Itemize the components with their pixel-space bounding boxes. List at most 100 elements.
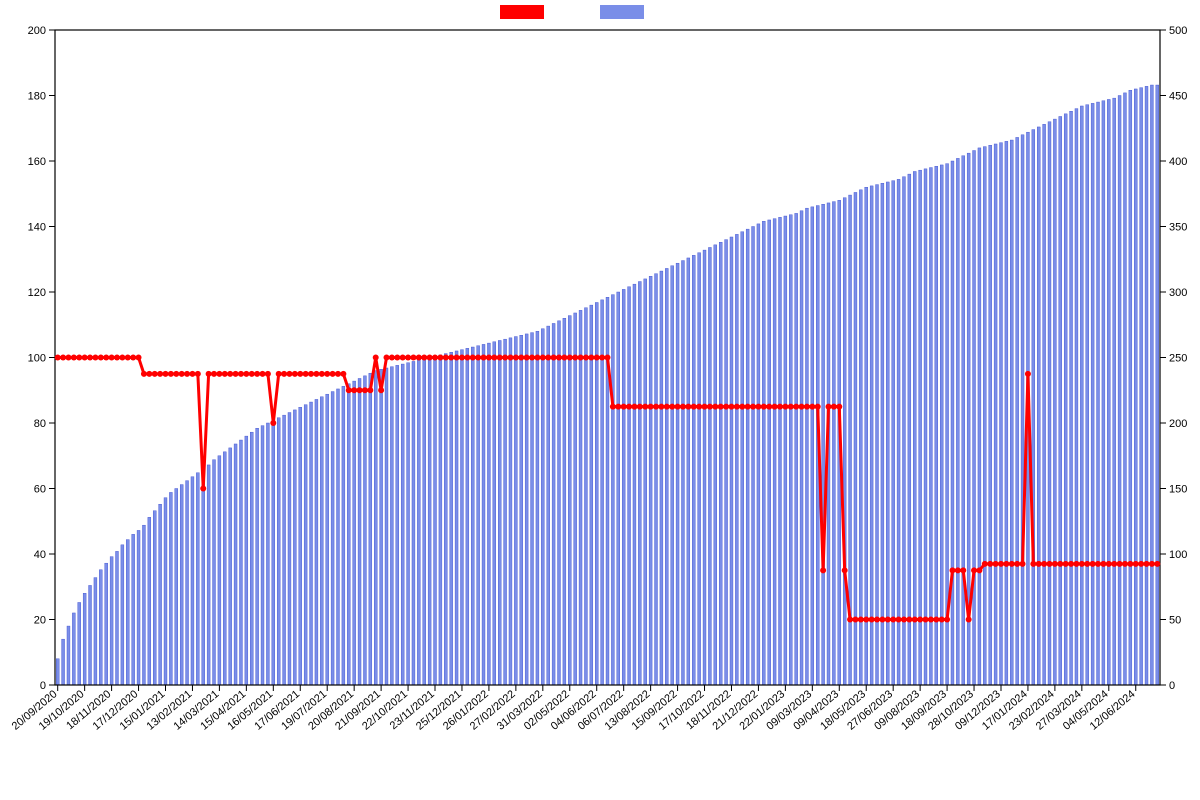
bar bbox=[487, 343, 490, 685]
bar bbox=[175, 489, 178, 686]
line-marker bbox=[82, 355, 88, 361]
line-marker bbox=[454, 355, 460, 361]
line-marker bbox=[675, 404, 681, 410]
bar bbox=[423, 359, 426, 685]
bar bbox=[805, 208, 808, 685]
y-right-tick-label: 350 bbox=[1169, 222, 1187, 234]
line-marker bbox=[1084, 561, 1090, 567]
bar bbox=[110, 557, 113, 685]
bar bbox=[428, 358, 431, 686]
bar bbox=[417, 360, 420, 685]
bar bbox=[568, 316, 571, 685]
line-marker bbox=[621, 404, 627, 410]
line-marker bbox=[653, 404, 659, 410]
line-marker bbox=[1025, 371, 1031, 377]
bar bbox=[310, 402, 313, 685]
bar bbox=[902, 177, 905, 685]
line-marker bbox=[1127, 561, 1133, 567]
line-marker bbox=[766, 404, 772, 410]
line-marker bbox=[782, 404, 788, 410]
bar bbox=[741, 232, 744, 685]
line-marker bbox=[502, 355, 508, 361]
y-left-tick-label: 180 bbox=[28, 91, 46, 103]
line-marker bbox=[755, 404, 761, 410]
line-marker bbox=[1154, 561, 1160, 567]
bar bbox=[881, 183, 884, 685]
line-marker bbox=[852, 617, 858, 623]
line-marker bbox=[1138, 561, 1144, 567]
line-marker bbox=[1052, 561, 1058, 567]
line-marker bbox=[507, 355, 513, 361]
line-marker bbox=[772, 404, 778, 410]
line-marker bbox=[87, 355, 93, 361]
line-marker bbox=[475, 355, 481, 361]
bar bbox=[1059, 116, 1062, 685]
bar bbox=[293, 410, 296, 685]
bar bbox=[822, 204, 825, 685]
bar bbox=[617, 292, 620, 685]
bar bbox=[72, 613, 75, 685]
bar bbox=[924, 169, 927, 685]
line-marker bbox=[820, 567, 826, 573]
line-marker bbox=[513, 355, 519, 361]
line-marker bbox=[152, 371, 158, 377]
line-marker bbox=[842, 567, 848, 573]
bar bbox=[56, 659, 59, 685]
line-marker bbox=[459, 355, 465, 361]
bar bbox=[892, 181, 895, 685]
line-marker bbox=[561, 355, 567, 361]
line-marker bbox=[847, 617, 853, 623]
bar bbox=[644, 279, 647, 685]
bar bbox=[94, 578, 97, 685]
line-marker bbox=[923, 617, 929, 623]
line-marker bbox=[335, 371, 341, 377]
bar bbox=[460, 350, 463, 685]
bar bbox=[962, 156, 965, 685]
line-marker bbox=[410, 355, 416, 361]
bar bbox=[1016, 137, 1019, 685]
line-marker bbox=[955, 567, 961, 573]
bar bbox=[272, 420, 275, 685]
line-marker bbox=[1073, 561, 1079, 567]
line-marker bbox=[238, 371, 244, 377]
bar bbox=[299, 407, 302, 685]
y-left-tick-label: 20 bbox=[34, 615, 46, 627]
bar bbox=[1032, 130, 1035, 685]
bar bbox=[121, 545, 124, 685]
bar bbox=[536, 331, 539, 685]
bar bbox=[514, 337, 517, 685]
bar bbox=[169, 492, 172, 685]
line-marker bbox=[114, 355, 120, 361]
line-marker bbox=[928, 617, 934, 623]
line-marker bbox=[1100, 561, 1106, 567]
bar bbox=[692, 255, 695, 685]
line-marker bbox=[1144, 561, 1150, 567]
line-marker bbox=[141, 371, 147, 377]
bar bbox=[142, 525, 145, 685]
line-marker bbox=[885, 617, 891, 623]
bar bbox=[277, 418, 280, 685]
y-right-tick-label: 50 bbox=[1169, 615, 1181, 627]
bar bbox=[574, 313, 577, 685]
line-marker bbox=[206, 371, 212, 377]
line-marker bbox=[384, 355, 390, 361]
line-marker bbox=[912, 617, 918, 623]
bar bbox=[768, 220, 771, 685]
bar bbox=[757, 224, 760, 685]
bar bbox=[504, 339, 507, 685]
line-marker bbox=[869, 617, 875, 623]
bar bbox=[638, 282, 641, 685]
bar bbox=[67, 626, 70, 685]
line-marker bbox=[55, 355, 61, 361]
line-marker bbox=[340, 371, 346, 377]
bar bbox=[698, 253, 701, 685]
line-marker bbox=[664, 404, 670, 410]
bar bbox=[1053, 119, 1056, 685]
bar bbox=[213, 460, 216, 685]
line-marker bbox=[739, 404, 745, 410]
bar bbox=[439, 355, 442, 685]
bar bbox=[633, 284, 636, 685]
line-marker bbox=[119, 355, 125, 361]
line-marker bbox=[346, 387, 352, 393]
bar bbox=[725, 240, 728, 685]
